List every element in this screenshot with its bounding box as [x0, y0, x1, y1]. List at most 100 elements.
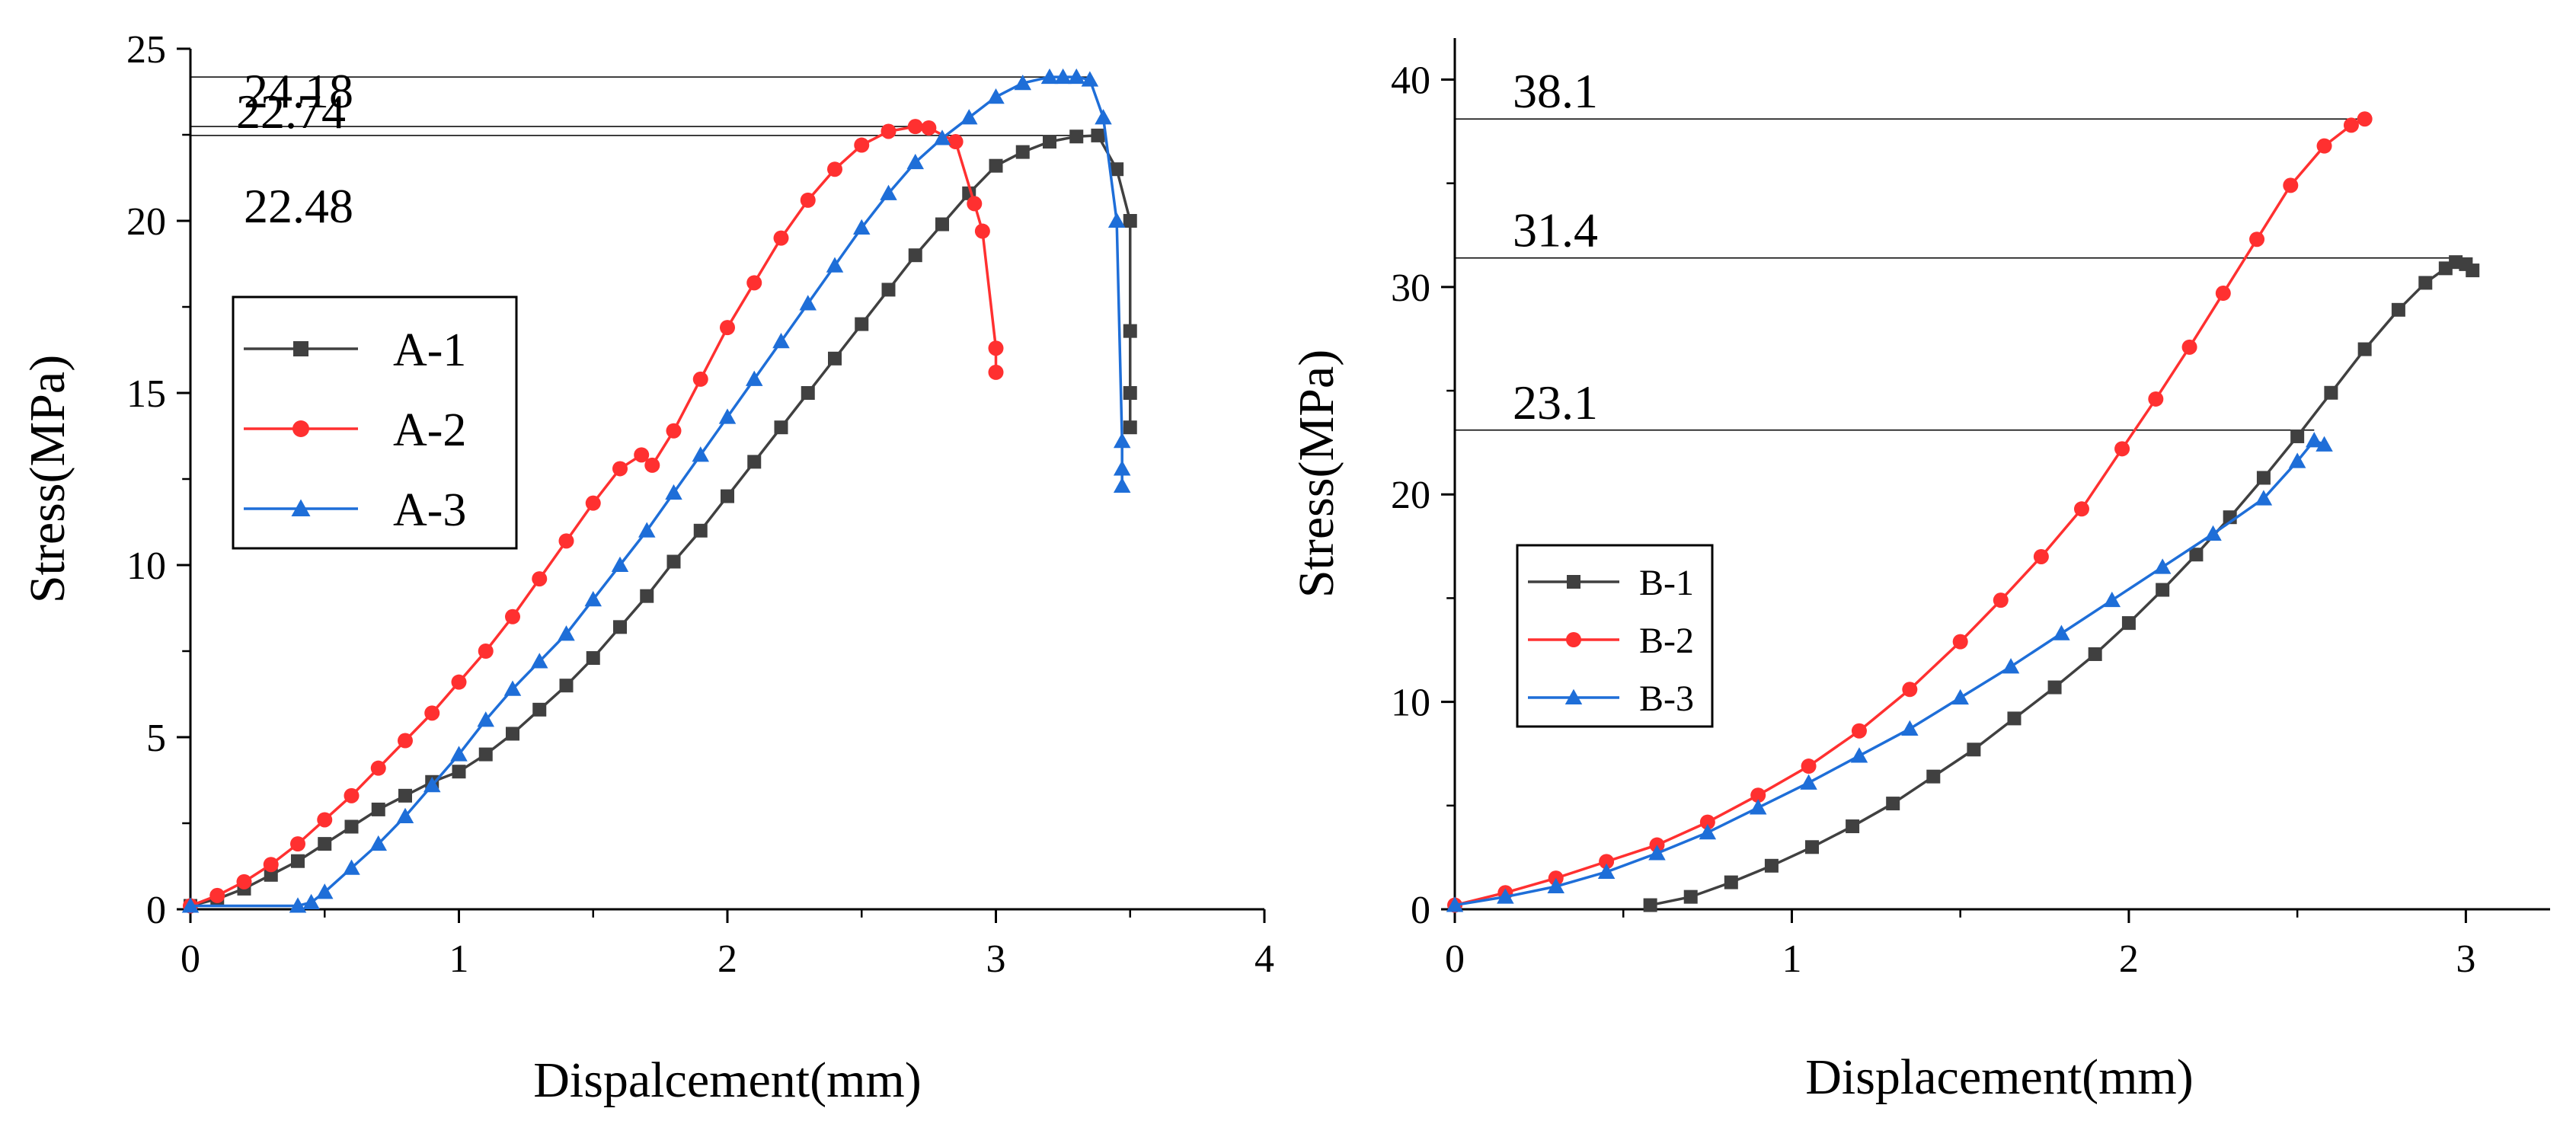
- legend-label-B-2: B-2: [1639, 621, 1694, 661]
- data-point-A-3: [558, 625, 575, 641]
- data-point-A-3: [692, 446, 709, 462]
- series-line-B-3: [1454, 439, 2325, 907]
- legend-box-a: [232, 295, 518, 550]
- data-point-A-1: [1110, 162, 1124, 177]
- data-point-B-3: [1800, 774, 1817, 790]
- x-tick-label-a: 2: [718, 937, 737, 981]
- data-point-A-3: [503, 680, 522, 696]
- data-point-B-2: [2073, 501, 2089, 517]
- data-point-B-3: [1699, 823, 1717, 840]
- data-point-B-1: [2088, 647, 2102, 661]
- x-tick-label-b: 3: [2456, 937, 2475, 981]
- data-point-A-3: [316, 883, 334, 899]
- data-point-A-2: [948, 134, 964, 150]
- data-point-B-3: [1446, 896, 1464, 912]
- data-point-A-1: [398, 788, 412, 803]
- data-point-A-1: [989, 158, 1003, 173]
- series-line-B-1: [1650, 260, 2474, 907]
- data-point-A-3: [772, 332, 790, 349]
- data-point-B-1: [2047, 680, 2062, 695]
- y-tick-label-a: 5: [146, 717, 166, 760]
- y-tick-label-b: 0: [1411, 889, 1430, 932]
- y-tick-label-a: 0: [146, 889, 166, 932]
- data-point-A-1: [318, 837, 332, 851]
- data-point-A-3: [718, 408, 737, 424]
- data-point-A-1: [666, 554, 681, 569]
- data-point-B-3: [1547, 877, 1564, 894]
- data-point-A-3: [1014, 74, 1031, 91]
- legend-marker-A-2: [292, 420, 309, 437]
- data-point-A-1: [881, 283, 896, 297]
- data-point-A-2: [398, 733, 413, 749]
- data-point-B-1: [1846, 819, 1860, 834]
- legend-label-B-1: B-1: [1639, 563, 1694, 603]
- data-point-A-3: [289, 897, 307, 913]
- data-point-A-1: [640, 589, 654, 603]
- data-point-A-2: [290, 836, 305, 852]
- data-point-B-1: [2290, 429, 2305, 443]
- data-point-A-2: [881, 123, 896, 139]
- data-point-A-1: [532, 702, 547, 717]
- data-point-A-2: [478, 644, 494, 659]
- data-point-B-1: [1764, 858, 1779, 873]
- data-point-B-2: [2114, 441, 2130, 457]
- data-point-A-3: [477, 711, 494, 727]
- data-point-A-1: [344, 819, 359, 834]
- x-tick-label-b: 0: [1445, 937, 1465, 981]
- data-point-B-2: [1599, 854, 1615, 870]
- data-point-A-1: [855, 317, 869, 331]
- data-point-A-1: [908, 248, 922, 263]
- data-point-A-2: [921, 120, 937, 136]
- data-point-B-2: [2357, 111, 2373, 127]
- data-point-A-2: [967, 196, 983, 212]
- data-point-A-2: [692, 371, 708, 387]
- data-point-A-3: [396, 807, 414, 823]
- data-point-A-3: [799, 295, 817, 311]
- data-point-A-2: [558, 533, 574, 549]
- data-point-B-3: [2002, 658, 2020, 674]
- data-point-A-3: [638, 522, 656, 538]
- x-tick-label-b: 1: [1782, 937, 1801, 981]
- data-point-A-2: [344, 787, 360, 803]
- data-point-A-2: [854, 137, 870, 153]
- data-point-B-3: [1951, 688, 1969, 705]
- data-point-A-1: [478, 747, 493, 762]
- data-point-B-3: [2053, 624, 2070, 640]
- data-point-A-3: [1040, 68, 1059, 85]
- data-point-A-2: [746, 275, 762, 291]
- reference-value-label-b: 38.1: [1513, 64, 1598, 118]
- reference-value-label-b: 23.1: [1513, 375, 1598, 430]
- chart-panel-a: 0 1 2 3 4 0 5 10 15 20 25 Dispalcement(mm) Stress(MP…: [20, 28, 1274, 1108]
- data-point-B-3: [2316, 436, 2333, 452]
- data-point-A-3: [1107, 212, 1126, 228]
- data-point-A-3: [746, 370, 763, 386]
- data-point-A-3: [181, 897, 200, 913]
- data-point-A-1: [452, 765, 466, 779]
- data-point-A-3: [987, 88, 1005, 104]
- x-tick-label-a: 0: [181, 937, 200, 981]
- data-point-A-3: [1095, 109, 1112, 125]
- x-tick-label-a: 3: [986, 937, 1006, 981]
- data-point-B-1: [2189, 548, 2204, 562]
- x-axis-label-a: Dispalcement(mm): [533, 1052, 922, 1108]
- x-tick-label-b: 2: [2119, 937, 2139, 981]
- data-point-A-2: [800, 192, 816, 208]
- data-point-A-1: [1123, 420, 1137, 435]
- data-point-A-2: [370, 760, 386, 776]
- data-point-A-1: [586, 651, 600, 666]
- data-point-A-2: [907, 119, 923, 135]
- x-tick-label-a: 1: [449, 937, 469, 981]
- data-point-B-2: [2033, 548, 2049, 564]
- y-tick-label-a: 10: [126, 545, 166, 588]
- data-point-A-1: [1069, 129, 1084, 144]
- data-point-B-3: [2153, 558, 2172, 574]
- y-tick-label-a: 25: [126, 28, 166, 72]
- y-tick-label-a: 20: [126, 200, 166, 244]
- data-point-B-3: [2255, 490, 2273, 506]
- data-point-B-3: [2204, 525, 2222, 541]
- data-point-B-3: [2288, 452, 2306, 468]
- data-point-A-3: [1113, 433, 1131, 449]
- legend-marker-B-3: [1564, 688, 1583, 704]
- data-point-A-3: [611, 556, 629, 572]
